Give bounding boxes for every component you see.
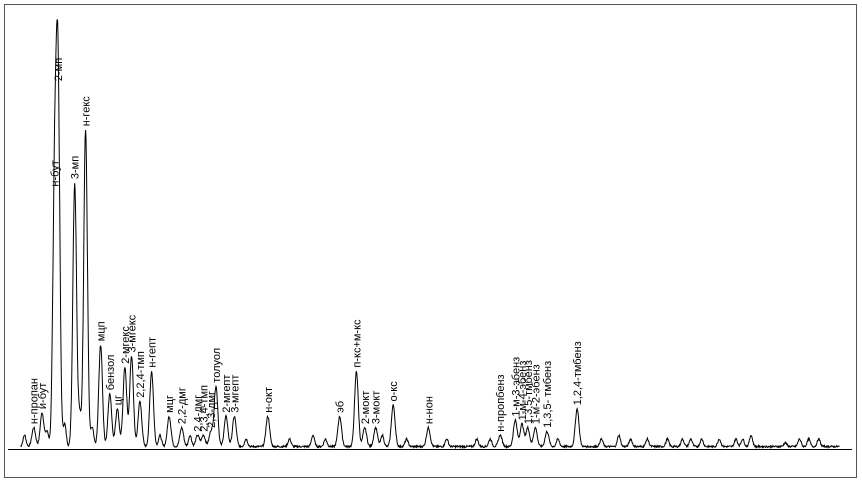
peak-label: 2,4-дмг xyxy=(193,395,205,432)
peak-label: 2-мп xyxy=(53,58,65,81)
peak-label: 1-м-2-эбенз xyxy=(530,364,542,424)
peak-label: 2,3,4-тмп xyxy=(198,385,210,432)
peak-label: 1-м-4-эбенз xyxy=(517,361,529,421)
peak-label: 1,3,5- тмбенз xyxy=(542,361,554,428)
peak-label: н-окт xyxy=(263,387,275,413)
peak-label: 1-м-3-эбенз xyxy=(510,357,522,417)
peak-label: п-кс+м-кс xyxy=(351,319,363,368)
peak-label: 2-мгепт xyxy=(221,375,233,413)
peak-label: бензол xyxy=(105,355,117,391)
peak-label: 2-мокт xyxy=(360,391,372,424)
peak-label: н-пропбенз xyxy=(495,374,507,431)
peak-label: цг xyxy=(112,395,124,405)
peak-label: 3-мп xyxy=(70,156,82,179)
peak-label: о-кс xyxy=(388,381,400,402)
peak-label: 1,2,4-тмбенз xyxy=(572,341,584,405)
peak-label: н-нон xyxy=(423,396,435,424)
peak-label: 2,3-дмг xyxy=(206,391,218,428)
peak-label: мцг xyxy=(164,395,176,413)
peak-label: н-бут xyxy=(50,160,62,186)
plot-frame xyxy=(4,4,857,478)
peak-label: 2,2,4-тмп xyxy=(135,351,147,398)
peak-label: мцп xyxy=(96,321,108,341)
peak-label: н-гепт xyxy=(147,337,159,368)
peak-label: 3-мгекс xyxy=(127,314,139,352)
peak-label: н-гекс xyxy=(81,96,93,127)
chromatogram-trace xyxy=(20,19,840,450)
peak-label: 2-мгекс xyxy=(120,326,132,364)
peak-label: н-пропан xyxy=(29,378,41,424)
peak-label: эб xyxy=(335,401,347,413)
peak-label: 2,2-дмг xyxy=(177,387,189,424)
peak-label: 1,3,5-тмбенз xyxy=(523,360,535,424)
peak-label: толуол xyxy=(211,348,223,383)
peak-label: и-бут xyxy=(37,383,49,409)
peak-label: 3-мгепт xyxy=(229,375,241,413)
peak-label: 3-мокт xyxy=(371,391,383,424)
